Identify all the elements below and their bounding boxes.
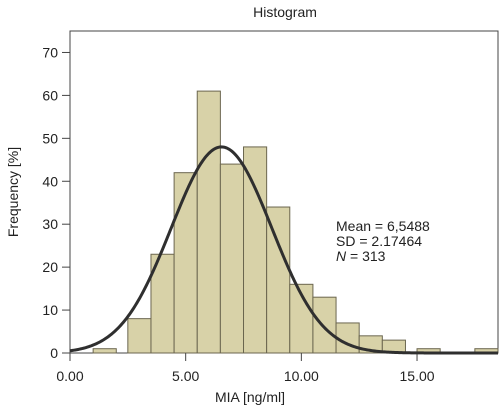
histogram-bar-4 bbox=[196, 90, 221, 354]
annotation-mean: Mean = 6,5488 bbox=[336, 218, 430, 234]
y-tick-label-2: 20 bbox=[42, 259, 58, 275]
annotation-n-separator: = bbox=[350, 248, 362, 264]
y-tick-label-4: 40 bbox=[42, 173, 58, 189]
histogram-bar-0 bbox=[92, 348, 117, 354]
y-tick-label-5: 50 bbox=[42, 130, 58, 146]
y-ticks-layer: 0 10 20 30 40 50 60 70 bbox=[42, 44, 70, 361]
histogram-bar-5 bbox=[219, 163, 245, 354]
x-ticks-layer: 0.00 5.00 10.00 15.00 bbox=[56, 353, 435, 384]
y-axis-label: Frequency [%] bbox=[5, 147, 21, 237]
x-axis-label: MIA [ng/ml] bbox=[215, 389, 285, 405]
x-tick-label-0: 0.00 bbox=[56, 368, 83, 384]
annotation-n-value: 313 bbox=[362, 248, 386, 264]
x-tick-label-1: 5.00 bbox=[172, 368, 199, 384]
x-tick-label-3: 15.00 bbox=[400, 368, 435, 384]
y-tick-label-1: 10 bbox=[42, 302, 58, 318]
histogram-bar-9 bbox=[312, 296, 337, 354]
annotation-sd: SD = 2.17464 bbox=[336, 233, 422, 249]
normal-curve bbox=[69, 145, 498, 355]
histogram-bar-3 bbox=[173, 172, 198, 354]
y-tick-label-7: 70 bbox=[42, 44, 58, 60]
histogram-bar-1 bbox=[127, 318, 152, 354]
histogram-bar-7 bbox=[266, 206, 291, 354]
y-tick-label-3: 30 bbox=[42, 216, 58, 232]
y-tick-label-6: 60 bbox=[42, 87, 58, 103]
annotation-n: N = 313 bbox=[336, 248, 386, 264]
chart-title: Histogram bbox=[253, 4, 317, 20]
bars-layer bbox=[92, 90, 499, 354]
annotation-n-symbol: N bbox=[336, 248, 347, 264]
histogram-bar-6 bbox=[243, 146, 268, 354]
x-tick-label-2: 10.00 bbox=[284, 368, 319, 384]
y-tick-label-0: 0 bbox=[50, 345, 58, 361]
